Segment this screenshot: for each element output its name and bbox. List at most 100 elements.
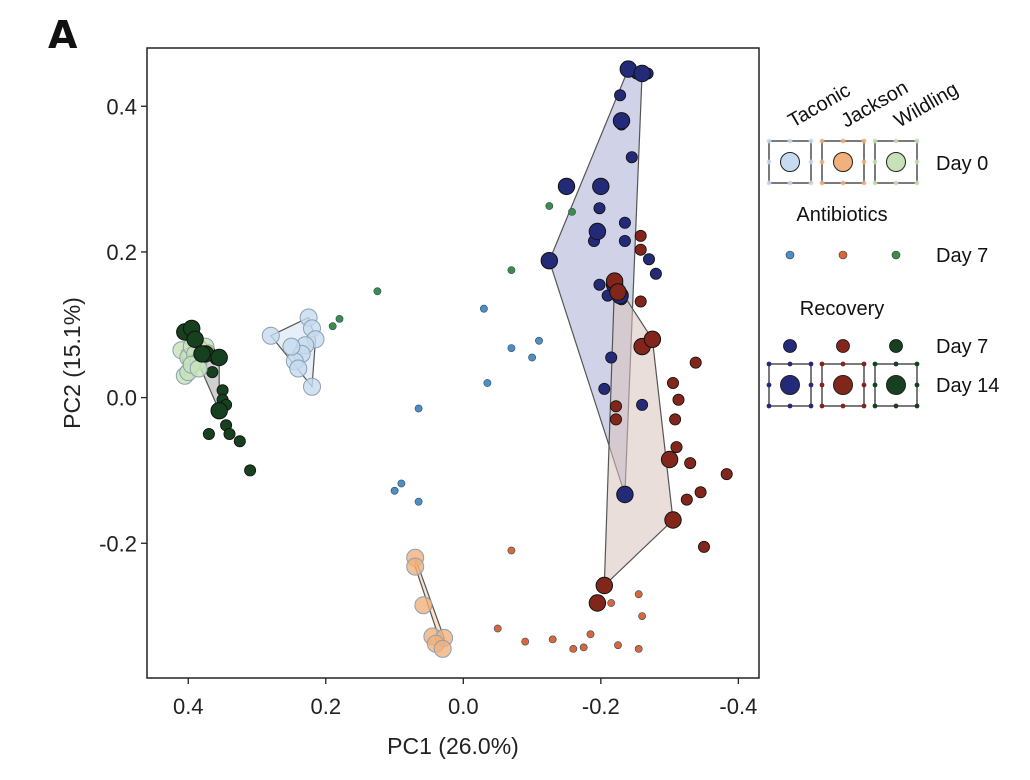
legend-key-marker xyxy=(833,152,853,172)
legend-key-taconic-antibiotics-day7 xyxy=(785,250,795,260)
point-jackson-day-0-7 xyxy=(433,639,452,658)
point-taconic-recovery-day-14-2 xyxy=(633,64,651,83)
legend-key-corner-dot xyxy=(872,138,878,144)
legend-key-corner-dot xyxy=(861,180,867,186)
point-taconic-antibiotics-day-7-3 xyxy=(535,336,543,345)
point-jackson-recovery-day-7-1 xyxy=(634,229,647,242)
legend-key-marker xyxy=(780,152,800,172)
point-taconic-antibiotics-day-7-9 xyxy=(414,497,423,506)
legend-key-corner-dot xyxy=(808,180,814,186)
x-axis: 0.4 0.2 0.0 -0.2 -0.4 xyxy=(173,678,757,719)
point-jackson-antibiotics-day-7-1 xyxy=(507,546,516,555)
legend-key-corner-dot xyxy=(787,361,793,367)
point-jackson-recovery-day-7-13 xyxy=(720,468,733,481)
point-taconic-antibiotics-day-7-2 xyxy=(507,344,516,352)
point-jackson-recovery-day-7-3 xyxy=(634,295,647,308)
point-wildling-recovery-day-7-9 xyxy=(233,435,246,448)
point-wildling-antibiotics-day-7-1 xyxy=(373,287,382,296)
legend-key-taconic-recovery-day14 xyxy=(766,361,814,409)
legend-key-wildling-day0 xyxy=(872,138,920,186)
legend-key-corner-dot xyxy=(840,403,846,409)
y-axis-title: PC2 (15.1%) xyxy=(59,297,85,429)
legend-key-marker xyxy=(886,152,906,172)
point-wildling-recovery-day-7-10 xyxy=(244,464,257,477)
legend-key-corner-dot xyxy=(787,403,793,409)
legend-key-corner-dot xyxy=(914,361,920,367)
legend-key-corner-dot xyxy=(872,382,878,388)
point-jackson-recovery-day-7-5 xyxy=(667,376,680,389)
legend-group-antibiotics: Antibiotics xyxy=(796,204,887,226)
point-jackson-antibiotics-day-7-11 xyxy=(638,612,646,620)
legend-key-corner-dot xyxy=(872,403,878,409)
point-wildling-antibiotics-day-7-2 xyxy=(335,314,344,323)
point-jackson-antibiotics-day-7-6 xyxy=(579,643,588,652)
point-taconic-antibiotics-day-7-7 xyxy=(397,479,406,488)
legend-key-corner-dot xyxy=(872,180,878,186)
point-taconic-recovery-day-14-10 xyxy=(616,485,634,504)
point-taconic-recovery-day-14-6 xyxy=(588,222,607,241)
point-taconic-recovery-day-14-7 xyxy=(540,252,558,270)
point-taconic-recovery-day-7-1 xyxy=(614,89,627,102)
point-jackson-recovery-day-14-7 xyxy=(595,576,613,595)
legend-key-corner-dot xyxy=(819,361,825,367)
legend-key-corner-dot xyxy=(766,382,772,388)
legend-key-corner-dot xyxy=(808,159,814,165)
legend-key-corner-dot xyxy=(893,403,899,409)
legend-key-corner-dot xyxy=(861,138,867,144)
legend-label-day0: Day 0 xyxy=(936,153,988,175)
point-taconic-day-0-1 xyxy=(261,326,280,345)
legend-key-corner-dot xyxy=(787,180,793,186)
legend-key-corner-dot xyxy=(819,138,825,144)
legend-key-corner-dot xyxy=(766,138,772,144)
point-wildling-antibiotics-day-7-4 xyxy=(507,266,516,274)
hull-layer xyxy=(180,68,674,650)
point-taconic-recovery-day-7-11 xyxy=(649,267,662,280)
point-jackson-antibiotics-day-7-5 xyxy=(569,645,578,653)
legend-key-wildling-antibiotics-day7 xyxy=(891,250,901,260)
point-jackson-recovery-day-7-6 xyxy=(672,393,685,406)
point-jackson-recovery-day-14-5 xyxy=(660,450,679,469)
point-wildling-recovery-day-7-11 xyxy=(202,427,215,440)
point-wildling-antibiotics-day-7-5 xyxy=(545,202,554,210)
point-jackson-recovery-day-7-15 xyxy=(698,540,711,553)
point-jackson-antibiotics-day-7-2 xyxy=(493,624,502,633)
legend-group-recovery: Recovery xyxy=(800,298,884,320)
point-wildling-antibiotics-day-7-6 xyxy=(568,207,576,216)
point-wildling-recovery-day-7-8 xyxy=(223,427,236,440)
point-jackson-recovery-day-7-11 xyxy=(684,457,697,470)
legend-key-corner-dot xyxy=(819,180,825,186)
legend-keys xyxy=(766,138,920,409)
point-taconic-day-0-9 xyxy=(303,377,321,396)
point-jackson-recovery-day-7-12 xyxy=(694,486,707,499)
point-taconic-recovery-day-7-15 xyxy=(605,351,618,364)
point-wildling-recovery-day-14-4 xyxy=(186,330,204,348)
legend-key-jackson-recovery-day14 xyxy=(819,361,867,409)
legend-key-corner-dot xyxy=(766,180,772,186)
point-taconic-recovery-day-7-10 xyxy=(643,253,656,266)
plot-frame xyxy=(146,47,760,679)
legend-key-corner-dot xyxy=(840,361,846,367)
point-jackson-antibiotics-day-7-3 xyxy=(521,637,530,646)
point-taconic-antibiotics-day-7-1 xyxy=(479,304,488,313)
legend-key-corner-dot xyxy=(893,138,899,144)
legend-key-taconic-day0 xyxy=(766,138,814,186)
point-taconic-antibiotics-day-7-6 xyxy=(414,404,423,413)
legend-label-recovery-day7: Day 7 xyxy=(936,336,988,358)
point-taconic-recovery-day-7-5 xyxy=(625,151,638,164)
point-jackson-day-0-2 xyxy=(406,557,425,576)
point-jackson-recovery-day-7-7 xyxy=(669,413,682,426)
legend-key-corner-dot xyxy=(766,361,772,367)
point-wildling-antibiotics-day-7-3 xyxy=(328,322,337,331)
point-taconic-recovery-day-7-17 xyxy=(636,398,649,411)
point-jackson-antibiotics-day-7-7 xyxy=(586,630,595,639)
x-tick-label-5: -0.4 xyxy=(719,694,757,719)
point-jackson-recovery-day-14-2 xyxy=(609,283,627,301)
legend-key-corner-dot xyxy=(861,361,867,367)
y-tick-label-2: 0.0 xyxy=(106,386,137,411)
point-wildling-recovery-day-14-7 xyxy=(210,402,228,420)
x-tick-label-2: 0.2 xyxy=(310,694,341,719)
legend-key-corner-dot xyxy=(819,403,825,409)
point-taconic-recovery-day-7-12 xyxy=(593,278,606,291)
point-taconic-recovery-day-7-16 xyxy=(598,382,611,395)
